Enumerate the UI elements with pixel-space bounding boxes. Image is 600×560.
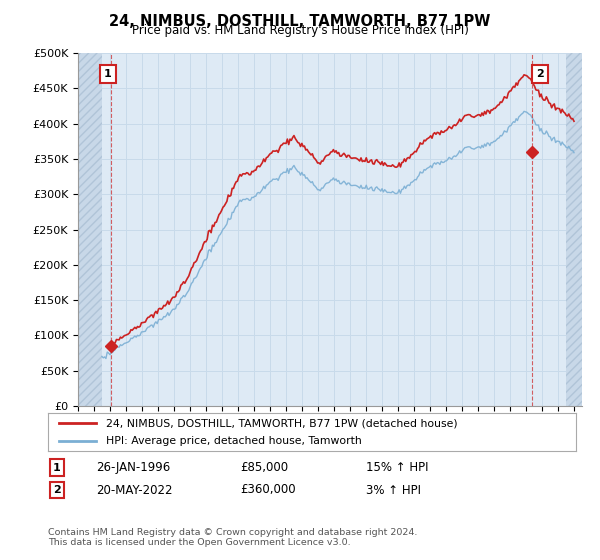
Text: 24, NIMBUS, DOSTHILL, TAMWORTH, B77 1PW: 24, NIMBUS, DOSTHILL, TAMWORTH, B77 1PW (109, 14, 491, 29)
Text: Price paid vs. HM Land Registry's House Price Index (HPI): Price paid vs. HM Land Registry's House … (131, 24, 469, 37)
Text: 24, NIMBUS, DOSTHILL, TAMWORTH, B77 1PW (detached house): 24, NIMBUS, DOSTHILL, TAMWORTH, B77 1PW … (106, 418, 458, 428)
Text: Contains HM Land Registry data © Crown copyright and database right 2024.
This d: Contains HM Land Registry data © Crown c… (48, 528, 418, 547)
Text: 1: 1 (104, 69, 112, 80)
Text: 20-MAY-2022: 20-MAY-2022 (96, 483, 173, 497)
Text: 1: 1 (53, 463, 61, 473)
Text: 15% ↑ HPI: 15% ↑ HPI (366, 461, 428, 474)
Bar (78, 53, 102, 406)
Text: £360,000: £360,000 (240, 483, 296, 497)
Text: 2: 2 (536, 69, 544, 80)
Bar (566, 53, 582, 406)
Text: HPI: Average price, detached house, Tamworth: HPI: Average price, detached house, Tamw… (106, 436, 362, 446)
Text: 26-JAN-1996: 26-JAN-1996 (96, 461, 170, 474)
Text: 3% ↑ HPI: 3% ↑ HPI (366, 483, 421, 497)
Text: 2: 2 (53, 485, 61, 495)
Text: £85,000: £85,000 (240, 461, 288, 474)
